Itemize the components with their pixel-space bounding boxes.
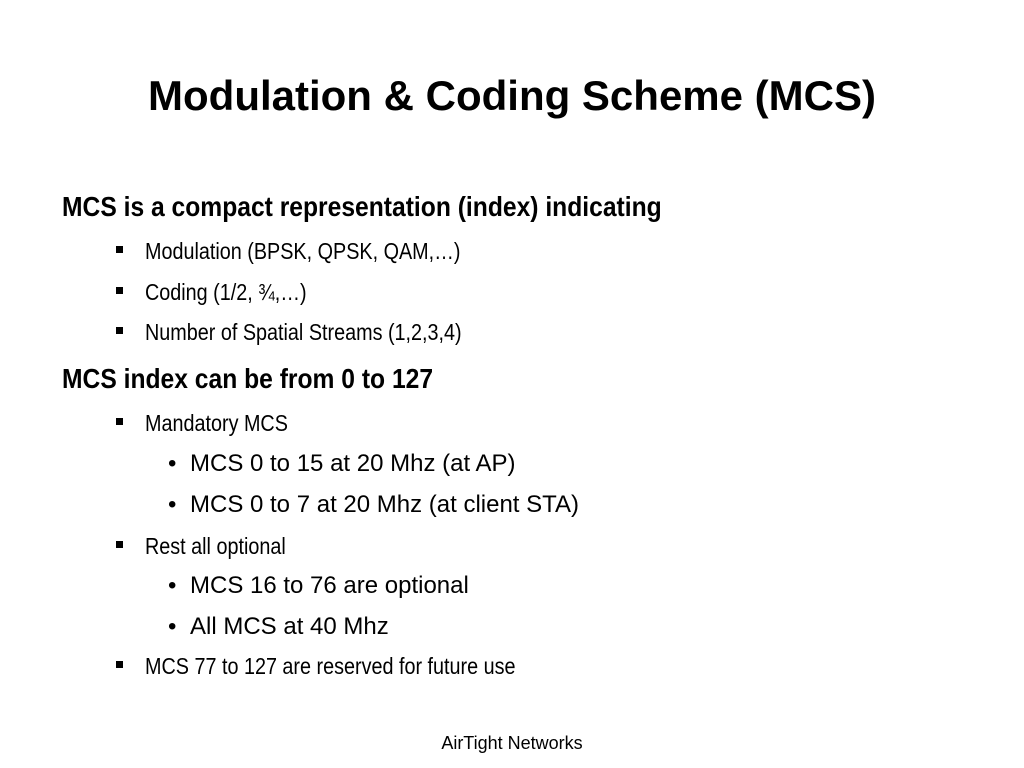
dot-bullet-icon: • [168,572,177,599]
square-bullet-icon [116,246,123,254]
bullet-text: MCS 77 to 127 are reserved for future us… [145,653,516,679]
bullet-text: Rest all optional [145,533,286,559]
bullet-text: Coding (1/2, ¾,…) [145,279,307,305]
sub-bullet-text: MCS 0 to 7 at 20 Mhz (at client STA) [190,491,580,518]
bullet-item: MCS 77 to 127 are reserved for future us… [116,652,576,680]
bullet-item: Mandatory MCS [116,409,311,437]
slide-footer: AirTight Networks [441,733,583,753]
sub-bullet-item: • MCS 0 to 7 at 20 Mhz (at client STA) [168,491,579,519]
square-bullet-icon [116,418,123,426]
bullet-text: Mandatory MCS [145,410,288,436]
sub-bullet-text: All MCS at 40 Mhz [190,613,389,640]
bullet-item: Modulation (BPSK, QPSK, QAM,…) [116,237,512,265]
slide-title: Modulation & Coding Scheme (MCS) [148,72,876,119]
bullet-text: Modulation (BPSK, QPSK, QAM,…) [145,238,461,264]
sub-bullet-item: • MCS 16 to 76 are optional [168,572,469,600]
sub-bullet-item: • MCS 0 to 15 at 20 Mhz (at AP) [168,450,515,478]
bullet-item: Number of Spatial Streams (1,2,3,4) [116,318,513,346]
dot-bullet-icon: • [168,491,177,518]
sub-bullet-text: MCS 0 to 15 at 20 Mhz (at AP) [190,450,516,477]
square-bullet-icon [116,661,123,669]
sub-bullet-item: • All MCS at 40 Mhz [168,613,389,641]
dot-bullet-icon: • [168,613,177,640]
dot-bullet-icon: • [168,450,177,477]
section-heading: MCS is a compact representation (index) … [62,191,662,222]
square-bullet-icon [116,287,123,295]
section-heading: MCS index can be from 0 to 127 [62,363,434,394]
square-bullet-icon [116,541,123,549]
square-bullet-icon [116,327,123,335]
bullet-item: Rest all optional [116,532,309,560]
bullet-text: Number of Spatial Streams (1,2,3,4) [145,319,462,345]
bullet-item: Coding (1/2, ¾,…) [116,278,333,306]
sub-bullet-text: MCS 16 to 76 are optional [190,572,469,599]
